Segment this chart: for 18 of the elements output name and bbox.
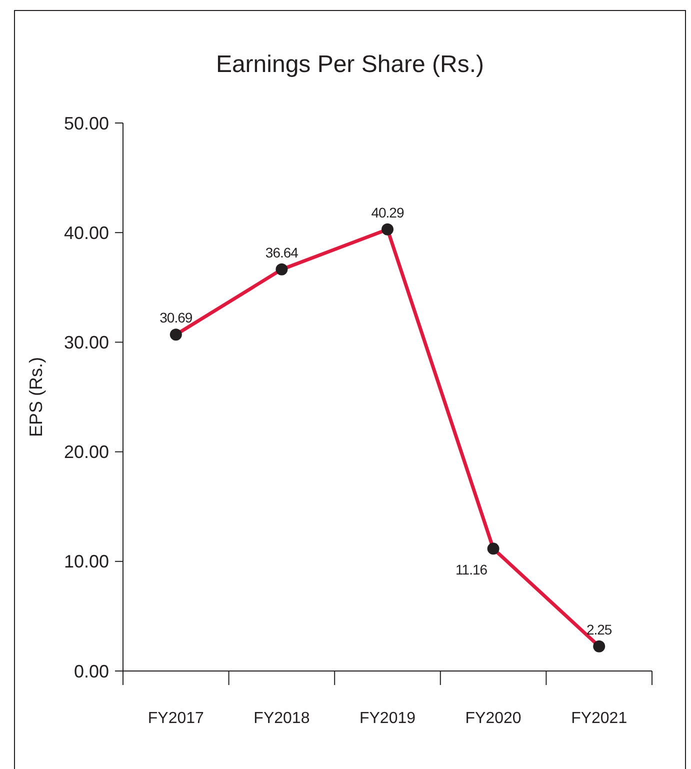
y-axis-title: EPS (Rs.) bbox=[26, 356, 46, 438]
data-label: 30.69 bbox=[160, 310, 193, 326]
x-tick-label: FY2020 bbox=[465, 710, 522, 727]
x-tick-label: FY2021 bbox=[571, 710, 628, 727]
data-label: 36.64 bbox=[265, 244, 299, 260]
x-tick-label: FY2017 bbox=[148, 710, 204, 727]
x-tick-label: FY2019 bbox=[359, 710, 416, 727]
y-tick-label: 10.00 bbox=[64, 552, 109, 572]
chart-title: Earnings Per Share (Rs.) bbox=[216, 51, 484, 78]
y-tick-label: 50.00 bbox=[64, 113, 109, 134]
y-tick-label: 30.00 bbox=[64, 332, 109, 352]
y-tick-label: 0.00 bbox=[74, 661, 109, 682]
y-tick-label: 40.00 bbox=[64, 222, 109, 243]
x-tick-label: FY2018 bbox=[254, 710, 310, 727]
data-label: 2.25 bbox=[586, 621, 612, 638]
data-label: 40.29 bbox=[371, 204, 404, 220]
data-label: 11.16 bbox=[456, 562, 488, 578]
y-tick-label: 20.00 bbox=[64, 442, 109, 462]
